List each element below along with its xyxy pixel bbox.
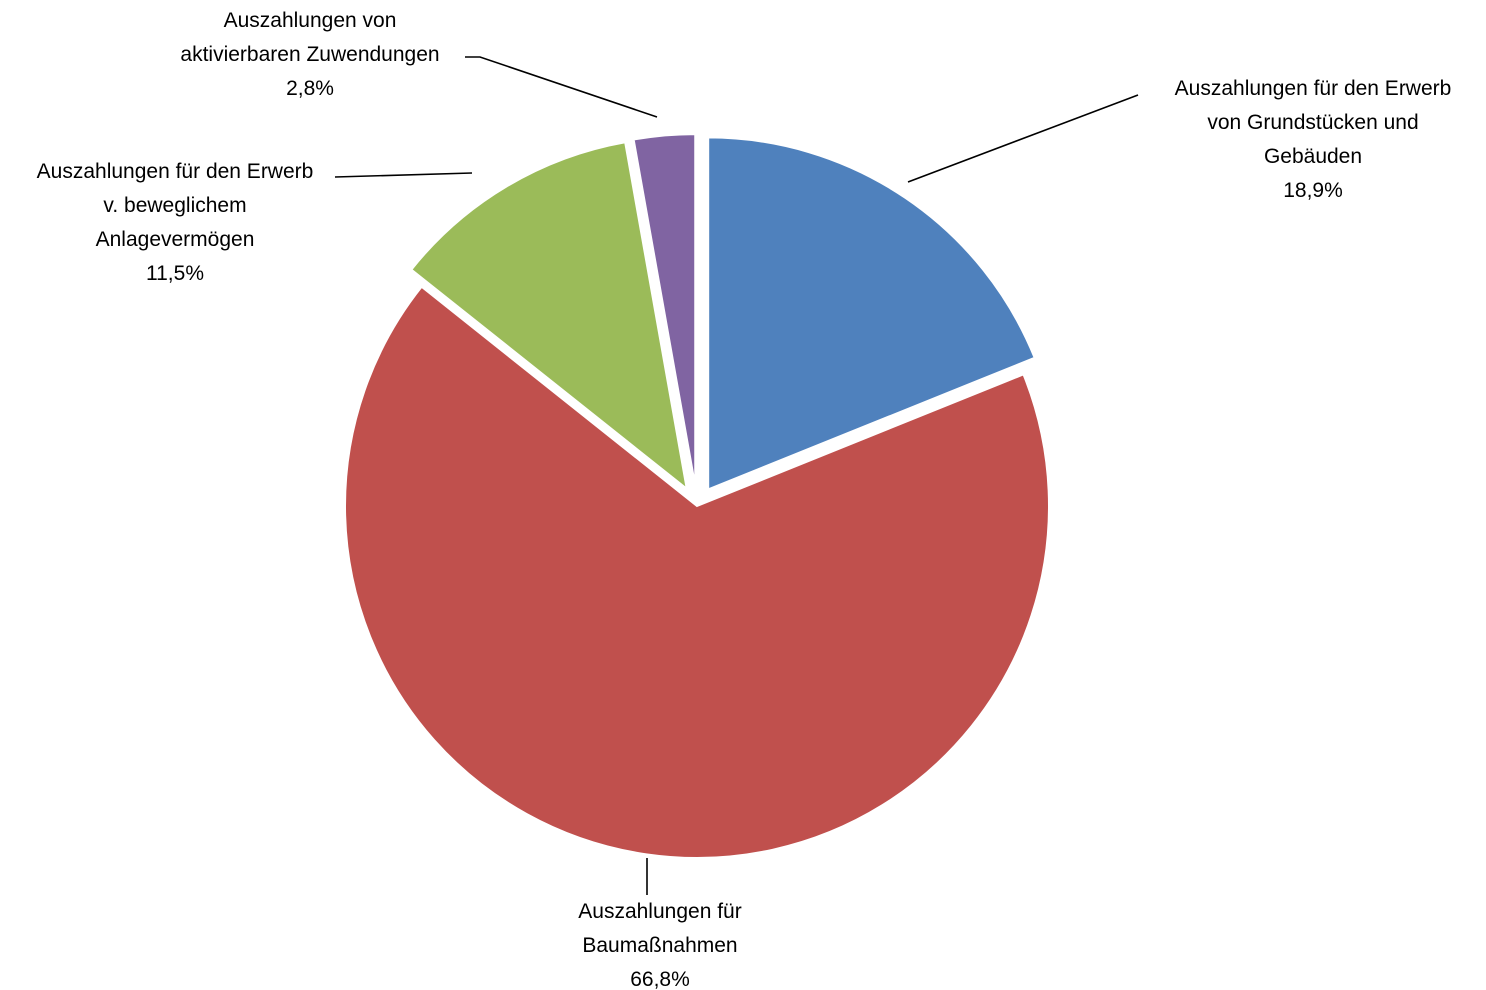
slice-category-label: Baumaßnahmen <box>582 934 737 957</box>
slice-label-3: Auszahlungen für den Erwerb v. bewegliche… <box>37 160 314 285</box>
pie-slice-2 <box>344 285 1050 859</box>
slice-value-label: 11,5% <box>146 262 204 285</box>
leader-lines <box>334 56 1139 895</box>
slice-category-label: Auszahlungen für den Erwerb <box>1175 77 1452 100</box>
slice-category-label: Anlagevermögen <box>96 228 255 251</box>
slice-label-2: Auszahlungen für Baumaßnahmen 66,8% <box>578 900 741 990</box>
slice-category-label: von Grundstücken und <box>1207 111 1418 134</box>
slice-category-label: Auszahlungen für <box>578 900 741 923</box>
slice-label-1: Auszahlungen für den Erwerb von Grundstüc… <box>1175 77 1452 202</box>
leader-line-3 <box>334 172 473 178</box>
pie-slice-3 <box>409 141 689 492</box>
slice-label-4: Auszahlungen von aktivierbaren Zuwendunge… <box>180 9 439 100</box>
pie-slice-1 <box>707 136 1036 491</box>
slice-category-label: aktivierbaren Zuwendungen <box>180 43 439 66</box>
slice-category-label: Gebäuden <box>1264 145 1362 168</box>
slice-labels: Auszahlungen für den Erwerb von Grundstüc… <box>37 9 1452 990</box>
leader-line-4 <box>465 56 658 118</box>
leader-line-1 <box>907 94 1139 183</box>
pie-slices <box>344 133 1050 859</box>
slice-value-label: 18,9% <box>1283 179 1343 202</box>
slice-value-label: 2,8% <box>286 77 334 100</box>
slice-value-label: 66,8% <box>630 968 690 990</box>
slice-category-label: v. beweglichem <box>103 194 246 217</box>
slice-category-label: Auszahlungen für den Erwerb <box>37 160 314 183</box>
pie-slice-4 <box>632 133 697 487</box>
slice-category-label: Auszahlungen von <box>224 9 397 32</box>
